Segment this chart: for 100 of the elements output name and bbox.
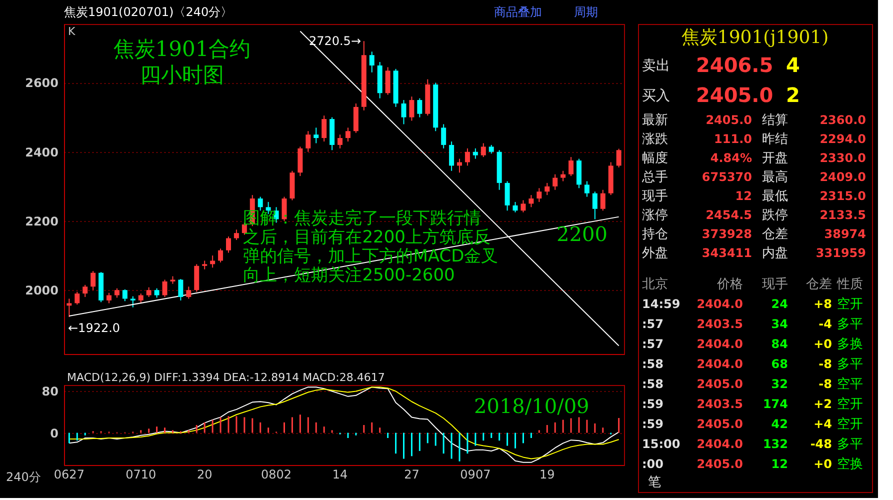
x-tick-label: 0907 bbox=[460, 468, 491, 482]
text: 买入 bbox=[642, 88, 670, 104]
text: 2405.0 bbox=[706, 113, 752, 127]
text: 涨跌 bbox=[642, 132, 668, 147]
candlestick bbox=[210, 255, 216, 268]
x-tick-label: 0627 bbox=[54, 468, 84, 482]
text: 2405.0 bbox=[696, 83, 774, 107]
text: 性质 bbox=[836, 277, 863, 292]
candlestick bbox=[90, 270, 96, 291]
candlestick bbox=[536, 188, 542, 202]
text: 38974 bbox=[824, 227, 866, 241]
candlestick bbox=[114, 288, 120, 298]
text: 34 bbox=[771, 317, 788, 331]
text: :59 bbox=[642, 417, 664, 431]
text: 373928 bbox=[702, 227, 752, 241]
text: +2 bbox=[814, 397, 832, 411]
candlestick bbox=[282, 196, 287, 222]
text: 内盘 bbox=[762, 246, 788, 261]
text: 240分 bbox=[6, 470, 41, 484]
text: 343411 bbox=[702, 246, 752, 260]
candlestick bbox=[544, 182, 550, 196]
annotation: ←1922.0 bbox=[68, 321, 120, 336]
candlestick bbox=[218, 248, 224, 263]
text: 4.84% bbox=[710, 151, 752, 165]
text: 笔 bbox=[648, 475, 661, 490]
text: 空平 bbox=[837, 377, 863, 392]
text: 12 bbox=[735, 189, 752, 203]
candlestick bbox=[66, 298, 72, 318]
text: 2405.0 bbox=[696, 417, 743, 431]
text: :59 bbox=[642, 397, 664, 411]
candlestick bbox=[520, 200, 526, 213]
text: :58 bbox=[642, 357, 664, 371]
candlestick bbox=[314, 127, 319, 144]
text: 331959 bbox=[816, 246, 866, 260]
candlestick bbox=[504, 180, 510, 212]
text: 2315.0 bbox=[820, 189, 866, 203]
text: 2 bbox=[786, 83, 800, 107]
text: 2454.5 bbox=[706, 208, 752, 222]
annotation: 2720.5→ bbox=[308, 34, 361, 48]
candlestick bbox=[568, 156, 574, 177]
text: 昨结 bbox=[762, 132, 788, 147]
x-tick-label: 19 bbox=[539, 468, 555, 482]
candlestick bbox=[162, 279, 168, 298]
candlestick bbox=[528, 194, 534, 208]
text: 2406.5 bbox=[696, 53, 774, 77]
text: 四小时图 bbox=[140, 63, 224, 87]
text: +0 bbox=[814, 337, 832, 351]
candlestick bbox=[234, 229, 239, 240]
text: 2405.0 bbox=[696, 457, 743, 471]
candlestick bbox=[600, 189, 606, 212]
text: 持仓 bbox=[642, 227, 668, 242]
text: :58 bbox=[642, 377, 664, 391]
text: 2294.0 bbox=[820, 132, 866, 146]
text: 商品叠加 bbox=[494, 5, 542, 19]
text: 外盘 bbox=[642, 246, 668, 261]
text: 焦炭1901合约 bbox=[113, 37, 251, 61]
text: -4 bbox=[818, 317, 832, 331]
candlestick bbox=[154, 288, 160, 298]
text: 周期 bbox=[574, 5, 598, 19]
text: 2404.0 bbox=[696, 297, 743, 311]
text: +8 bbox=[814, 297, 832, 311]
y-tick-label: 2400 bbox=[25, 145, 58, 160]
text: 12 bbox=[771, 457, 788, 471]
text: 价格 bbox=[716, 277, 743, 292]
text: 2360.0 bbox=[820, 113, 866, 127]
text: 涨停 bbox=[642, 208, 668, 223]
text: 2404.0 bbox=[696, 337, 743, 351]
chart-title: MACD(12,26,9) DIFF:1.3394 DEA:-12.8914 MACD:28.4617 bbox=[67, 371, 385, 384]
candlestick bbox=[338, 134, 343, 149]
x-tick-label: 20 bbox=[196, 468, 212, 482]
text: 42 bbox=[771, 417, 788, 431]
candlestick bbox=[592, 191, 598, 220]
annotation: K bbox=[68, 25, 76, 38]
candlestick bbox=[106, 292, 112, 304]
text: 111.0 bbox=[714, 132, 752, 146]
text: 空开 bbox=[837, 397, 863, 412]
candlestick bbox=[186, 286, 192, 300]
candlestick bbox=[345, 127, 350, 142]
text: 多平 bbox=[837, 437, 863, 452]
candlestick bbox=[480, 142, 486, 158]
text: 北京 bbox=[642, 277, 668, 292]
candlestick bbox=[385, 66, 390, 96]
text: 仓差 bbox=[762, 227, 788, 242]
candlestick bbox=[464, 148, 470, 166]
y-tick-label: 2200 bbox=[25, 214, 58, 228]
text: 幅度 bbox=[642, 150, 668, 166]
text: 开盘 bbox=[762, 151, 788, 166]
y-tick-label: 2000 bbox=[25, 284, 58, 298]
text: 132 bbox=[762, 437, 788, 451]
candlestick bbox=[449, 140, 454, 172]
text: 2403.5 bbox=[696, 397, 743, 411]
text: :57 bbox=[642, 337, 664, 351]
annotation: 2018/10/09 bbox=[474, 394, 590, 418]
candlestick bbox=[512, 201, 518, 213]
x-tick-label: 14 bbox=[332, 468, 348, 482]
text: 68 bbox=[771, 357, 788, 371]
candlestick bbox=[322, 115, 327, 142]
candlestick bbox=[584, 180, 590, 198]
candlestick bbox=[409, 96, 414, 122]
candlestick bbox=[552, 174, 558, 190]
